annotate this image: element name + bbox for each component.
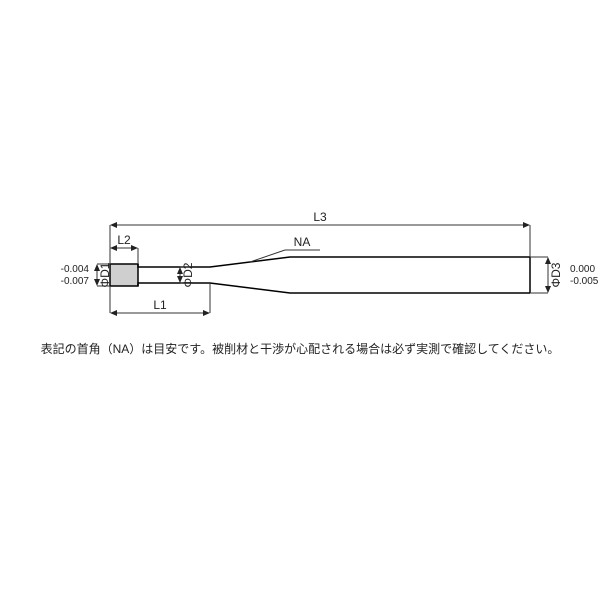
svg-text:-0.007: -0.007	[61, 276, 90, 287]
svg-text:ΦD3: ΦD3	[549, 262, 563, 287]
svg-text:-0.005: -0.005	[570, 276, 599, 287]
svg-text:ΦD1: ΦD1	[98, 262, 112, 287]
svg-text:-0.004: -0.004	[61, 264, 90, 275]
svg-text:L3: L3	[313, 210, 327, 224]
svg-text:L2: L2	[117, 233, 131, 247]
diagram-caption: 表記の首角（NA）は目安です。被削材と干渉が心配される場合は必ず実測で確認してく…	[0, 340, 600, 357]
svg-text:NA: NA	[294, 235, 311, 249]
cutting-head	[110, 264, 138, 286]
tool-drawing: L3 L2 L1 ΦD1 -0.004-0.007 ΦD2 ΦD3 0.000-0.005 NA	[0, 0, 600, 600]
svg-text:0.000: 0.000	[570, 264, 595, 275]
diagram-stage: L3 L2 L1 ΦD1 -0.004-0.007 ΦD2 ΦD3 0.000-0.005 NA…	[0, 0, 600, 600]
svg-text:L1: L1	[153, 298, 167, 312]
svg-text:ΦD2: ΦD2	[181, 262, 195, 287]
